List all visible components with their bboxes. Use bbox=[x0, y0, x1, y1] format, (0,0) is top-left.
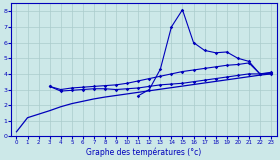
X-axis label: Graphe des températures (°c): Graphe des températures (°c) bbox=[86, 147, 201, 156]
